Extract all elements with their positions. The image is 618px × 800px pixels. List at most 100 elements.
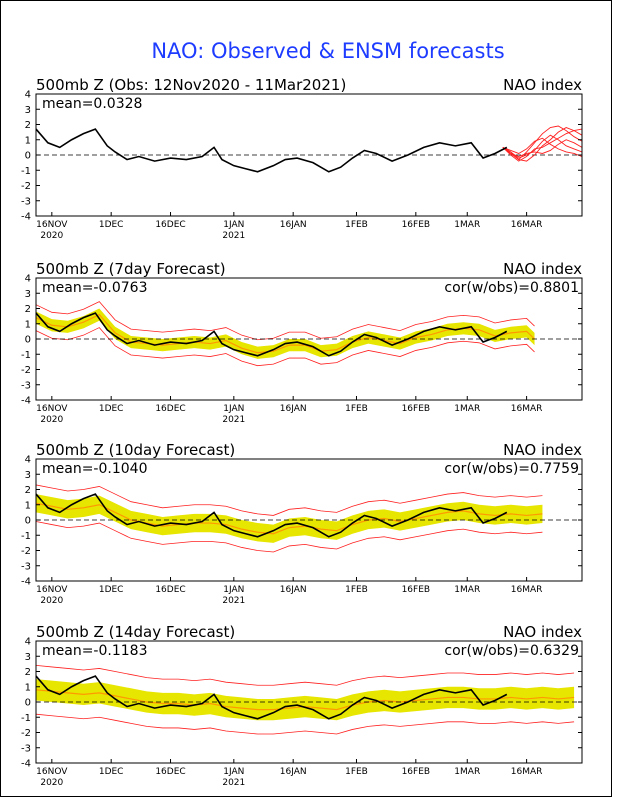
y-tick-label: 4: [25, 637, 31, 648]
y-tick-label: 1: [25, 319, 31, 330]
x-tick-label: 1JAN: [223, 767, 244, 777]
panel-observed: 500mb Z (Obs: 12Nov2020 - 11Mar2021) NAO …: [21, 76, 583, 241]
member-line-4: [502, 139, 583, 158]
x-tick-label: 16FEB: [402, 404, 431, 414]
x-tick-label: 1MAR: [454, 585, 480, 595]
x-year-label: 2020: [40, 778, 63, 788]
correlation-label: cor(w/obs)=0.8801: [444, 280, 579, 296]
spread-band: [36, 308, 535, 359]
x-tick-label: 16JAN: [280, 585, 307, 595]
x-tick-label: 16NOV: [36, 585, 68, 595]
x-tick-label: 1JAN: [223, 404, 244, 414]
y-tick-label: 3: [25, 470, 31, 481]
mean-label: mean=0.0328: [42, 96, 142, 112]
envelope-upper-line: [35, 484, 543, 516]
y-tick-label: 3: [25, 289, 31, 300]
x-tick-label: 16NOV: [36, 220, 68, 230]
x-tick-label: 1FEB: [345, 767, 368, 777]
envelope-lower-line: [35, 521, 543, 553]
x-year-label: 2020: [40, 231, 63, 241]
x-year-label: 2020: [40, 596, 63, 606]
y-tick-label: -2: [21, 728, 31, 739]
y-tick-label: -1: [21, 166, 31, 177]
figure-title: NAO: Observed & ENSM forecasts: [151, 39, 504, 63]
mean-label: mean=-0.1183: [42, 643, 147, 659]
x-tick-label: 1DEC: [99, 220, 124, 230]
y-tick-label: 1: [25, 682, 31, 693]
x-tick-label: 16JAN: [280, 404, 307, 414]
panel-day10: 500mb Z (10day Forecast) NAO index 4 3 2 1 0 -1…: [21, 441, 583, 606]
member-line-3: [502, 137, 583, 157]
panel-left-label: 500mb Z (Obs: 12Nov2020 - 11Mar2021): [36, 76, 346, 94]
y-tick-label: 4: [25, 274, 31, 285]
panel-right-label: NAO index: [503, 441, 582, 459]
y-tick-label: -2: [21, 365, 31, 376]
correlation-label: cor(w/obs)=0.7759: [444, 461, 579, 477]
panel-left-label: 500mb Z (10day Forecast): [36, 441, 235, 459]
x-tick-label: 16NOV: [36, 767, 68, 777]
x-year-label: 2021: [222, 415, 245, 425]
x-tick-label: 1JAN: [223, 220, 244, 230]
x-tick-label: 1FEB: [345, 585, 368, 595]
panel-right-label: NAO index: [503, 623, 582, 641]
x-tick-label: 16JAN: [280, 767, 307, 777]
envelope-lower-line: [35, 713, 575, 735]
y-tick-label: 0: [25, 516, 31, 527]
x-tick-label: 16MAR: [511, 585, 543, 595]
y-tick-label: -2: [21, 546, 31, 557]
x-tick-label: 16FEB: [402, 585, 431, 595]
envelope-upper-line: [35, 665, 575, 686]
x-tick-label: 16MAR: [511, 220, 543, 230]
y-tick-label: 4: [25, 455, 31, 466]
x-tick-label: 16MAR: [511, 404, 543, 414]
x-tick-label: 1FEB: [345, 404, 368, 414]
panel-right-label: NAO index: [503, 76, 582, 94]
y-tick-label: -3: [21, 743, 31, 754]
panel-left-label: 500mb Z (7day Forecast): [36, 260, 226, 278]
y-tick-label: -1: [21, 531, 31, 542]
y-tick-label: 0: [25, 151, 31, 162]
y-tick-label: 2: [25, 304, 31, 315]
member-line-1: [502, 134, 583, 159]
x-year-label: 2021: [222, 778, 245, 788]
y-tick-label: 2: [25, 120, 31, 131]
panel-left-label: 500mb Z (14day Forecast): [36, 623, 235, 641]
x-tick-label: 16JAN: [280, 220, 307, 230]
x-tick-label: 1DEC: [99, 585, 124, 595]
y-tick-label: 1: [25, 135, 31, 146]
x-tick-label: 16DEC: [155, 585, 185, 595]
x-tick-label: 16DEC: [155, 220, 185, 230]
x-year-label: 2021: [222, 596, 245, 606]
x-tick-label: 16FEB: [402, 767, 431, 777]
panels-group: 500mb Z (Obs: 12Nov2020 - 11Mar2021) NAO …: [21, 76, 583, 788]
y-tick-label: -3: [21, 380, 31, 391]
x-tick-label: 1JAN: [223, 585, 244, 595]
ensemble-mean-line: [35, 502, 543, 535]
envelope-lower-line: [35, 327, 535, 367]
y-tick-label: -4: [21, 759, 31, 770]
y-tick-label: -3: [21, 196, 31, 207]
y-tick-label: 0: [25, 335, 31, 346]
y-tick-label: -3: [21, 561, 31, 572]
correlation-label: cor(w/obs)=0.6329: [444, 643, 579, 659]
observed-line: [35, 128, 508, 173]
x-tick-label: 1DEC: [99, 404, 124, 414]
y-tick-label: -1: [21, 713, 31, 724]
member-line-2: [502, 128, 583, 162]
x-year-label: 2021: [222, 231, 245, 241]
y-tick-label: 0: [25, 698, 31, 709]
x-tick-label: 16DEC: [155, 404, 185, 414]
spread-band: [36, 494, 543, 543]
x-tick-label: 16NOV: [36, 404, 68, 414]
mean-label: mean=-0.0763: [42, 280, 147, 296]
y-tick-label: 3: [25, 652, 31, 663]
x-tick-label: 1MAR: [454, 767, 480, 777]
y-tick-label: 1: [25, 500, 31, 511]
x-tick-label: 16DEC: [155, 767, 185, 777]
y-tick-label: -4: [21, 396, 31, 407]
x-tick-label: 1DEC: [99, 767, 124, 777]
y-tick-label: 4: [25, 90, 31, 101]
y-tick-label: -1: [21, 350, 31, 361]
y-tick-label: -4: [21, 577, 31, 588]
